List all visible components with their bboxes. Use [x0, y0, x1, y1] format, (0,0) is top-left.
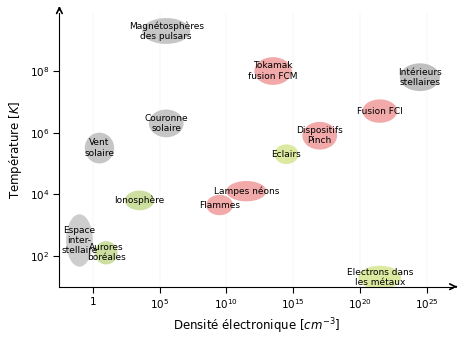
Ellipse shape [363, 99, 397, 123]
Text: Vent
solaire: Vent solaire [84, 138, 114, 158]
Text: Couronne
solaire: Couronne solaire [144, 114, 188, 133]
Ellipse shape [254, 57, 292, 85]
Ellipse shape [66, 214, 93, 267]
Ellipse shape [142, 18, 190, 44]
Text: Eclairs: Eclairs [271, 150, 301, 159]
Y-axis label: Température $[K]$: Température $[K]$ [7, 100, 24, 199]
X-axis label: Densité électronique $[cm^{-3}]$: Densité électronique $[cm^{-3}]$ [173, 317, 340, 336]
Text: Flammes: Flammes [199, 201, 240, 210]
Ellipse shape [85, 133, 114, 164]
Text: Espace
inter-
stellaire: Espace inter- stellaire [61, 226, 98, 256]
Ellipse shape [149, 109, 183, 137]
Text: Electrons dans
les métaux: Electrons dans les métaux [347, 268, 413, 287]
Ellipse shape [275, 144, 298, 164]
Ellipse shape [302, 122, 337, 150]
Text: Tokamak
fusion FCM: Tokamak fusion FCM [248, 61, 298, 81]
Text: Lampes néons: Lampes néons [213, 187, 279, 196]
Text: Fusion FCI: Fusion FCI [357, 107, 403, 116]
Ellipse shape [206, 195, 233, 215]
Ellipse shape [358, 266, 401, 289]
Ellipse shape [95, 241, 118, 264]
Text: Magnétosphères
des pulsars: Magnétosphères des pulsars [129, 21, 204, 41]
Text: Aurores
boréales: Aurores boréales [87, 243, 125, 262]
Ellipse shape [125, 191, 154, 210]
Text: Intérieurs
stellaires: Intérieurs stellaires [398, 68, 442, 87]
Text: Ionosphère: Ionosphère [114, 196, 165, 205]
Ellipse shape [400, 63, 440, 91]
Text: Dispositifs
Pinch: Dispositifs Pinch [296, 126, 343, 145]
Ellipse shape [226, 181, 266, 201]
